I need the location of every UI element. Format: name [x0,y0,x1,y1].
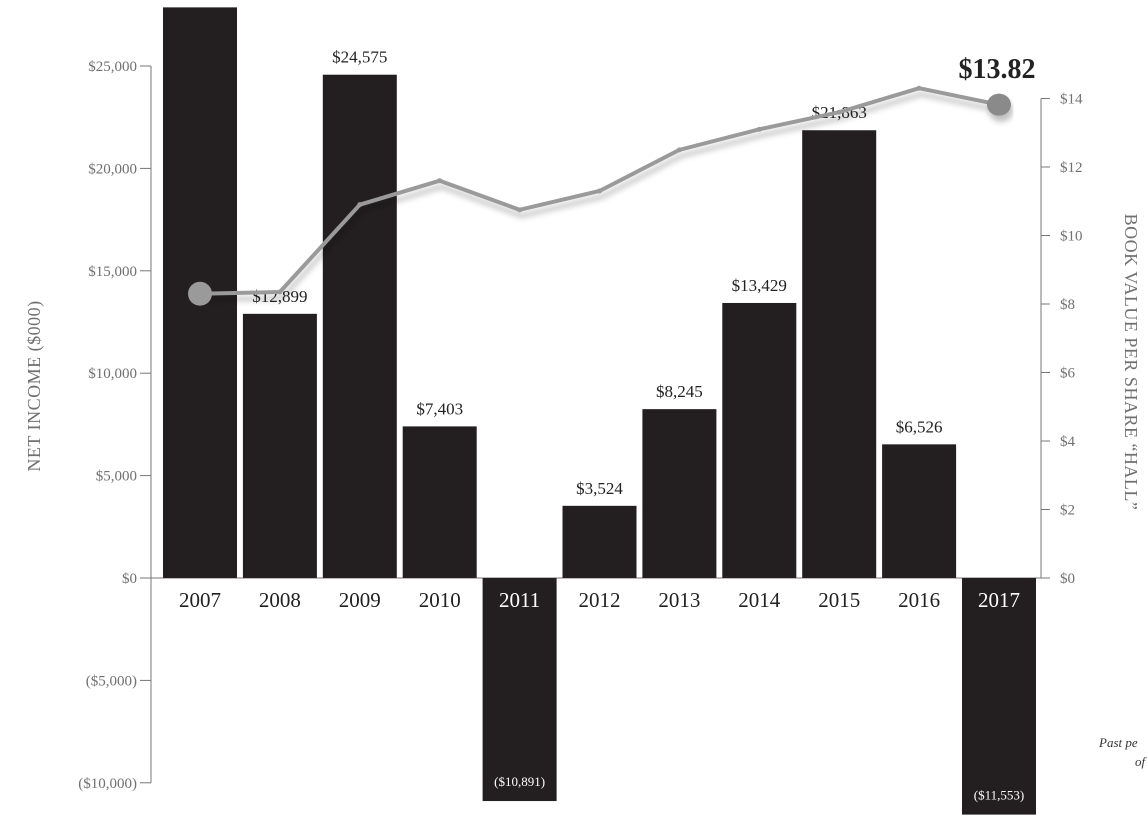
right-axis-title: BOOK VALUE PER SHARE “HALL” [1121,214,1141,511]
value-label-2010: $7,403 [416,399,463,418]
bar-2010 [402,426,477,578]
category-label-2007: 2007 [179,588,221,612]
footnote-line-1: Past pe [1098,735,1138,750]
bar-series: 2007$27,8632008$12,8992009$24,5752010$7,… [163,7,1036,815]
bar-2012 [562,505,637,578]
category-label-2017: 2017 [978,588,1020,612]
bar-2011 [482,578,557,802]
bar-2009 [322,74,397,578]
category-label-2016: 2016 [898,588,940,612]
value-label-2009: $24,575 [332,48,387,67]
right-tick-label: $4 [1060,434,1076,450]
bar-2016 [882,444,957,578]
value-label-2017: ($11,553) [974,788,1024,803]
category-label-2010: 2010 [419,588,461,612]
value-label-2012: $3,524 [576,479,623,498]
right-tick-label: $8 [1060,297,1075,313]
value-label-2016: $6,526 [896,417,943,436]
right-tick-label: $6 [1060,366,1076,382]
left-tick-label: $0 [122,571,137,587]
bar-2013 [642,409,717,578]
book-value-point-2013 [676,147,682,153]
bar-2008 [242,313,317,578]
category-label-2008: 2008 [259,588,301,612]
category-label-2009: 2009 [339,588,381,612]
final-book-value-label: $13.82 [959,54,1036,85]
category-label-2013: 2013 [658,588,700,612]
category-label-2011: 2011 [499,588,540,612]
value-label-2014: $13,429 [732,276,787,295]
bar-2015 [802,130,877,578]
left-tick-label: $25,000 [88,59,137,75]
right-tick-label: $10 [1060,229,1083,245]
book-value-point-2008 [277,289,283,295]
book-value-point-2009 [357,202,363,208]
bar-2014 [722,302,797,578]
left-tick-label: ($10,000) [78,776,137,792]
right-tick-label: $12 [1060,160,1083,176]
category-label-2012: 2012 [579,588,621,612]
left-tick-label: $5,000 [96,469,137,485]
book-value-point-2010 [437,178,443,184]
value-label-2013: $8,245 [656,382,703,401]
right-tick-label: $2 [1060,503,1075,519]
book-value-point-2011 [517,207,523,213]
book-value-start-marker [188,281,212,306]
value-label-2011: ($10,891) [494,774,545,789]
right-tick-label: $14 [1060,92,1083,108]
book-value-point-2015 [836,109,842,115]
bar-2017 [962,578,1036,815]
book-value-point-2016 [916,85,922,91]
book-value-point-2012 [597,188,602,194]
left-tick-label: $10,000 [88,366,137,382]
book-value-end-marker [987,93,1011,116]
left-tick-label: $15,000 [88,264,137,280]
category-label-2014: 2014 [738,588,781,612]
left-tick-label: $20,000 [88,161,137,177]
left-tick-label: ($5,000) [86,673,137,689]
footnote-line-2: of [1135,754,1147,769]
right-y-axis: $0 $2 $4 $6 $8 $10 $12 $14 [1040,92,1083,587]
book-value-point-2014 [756,126,762,132]
line-series: $13.82 [188,54,1036,306]
right-tick-label: $0 [1060,571,1075,587]
left-axis-title: NET INCOME ($000) [24,300,45,471]
category-label-2015: 2015 [818,588,860,612]
